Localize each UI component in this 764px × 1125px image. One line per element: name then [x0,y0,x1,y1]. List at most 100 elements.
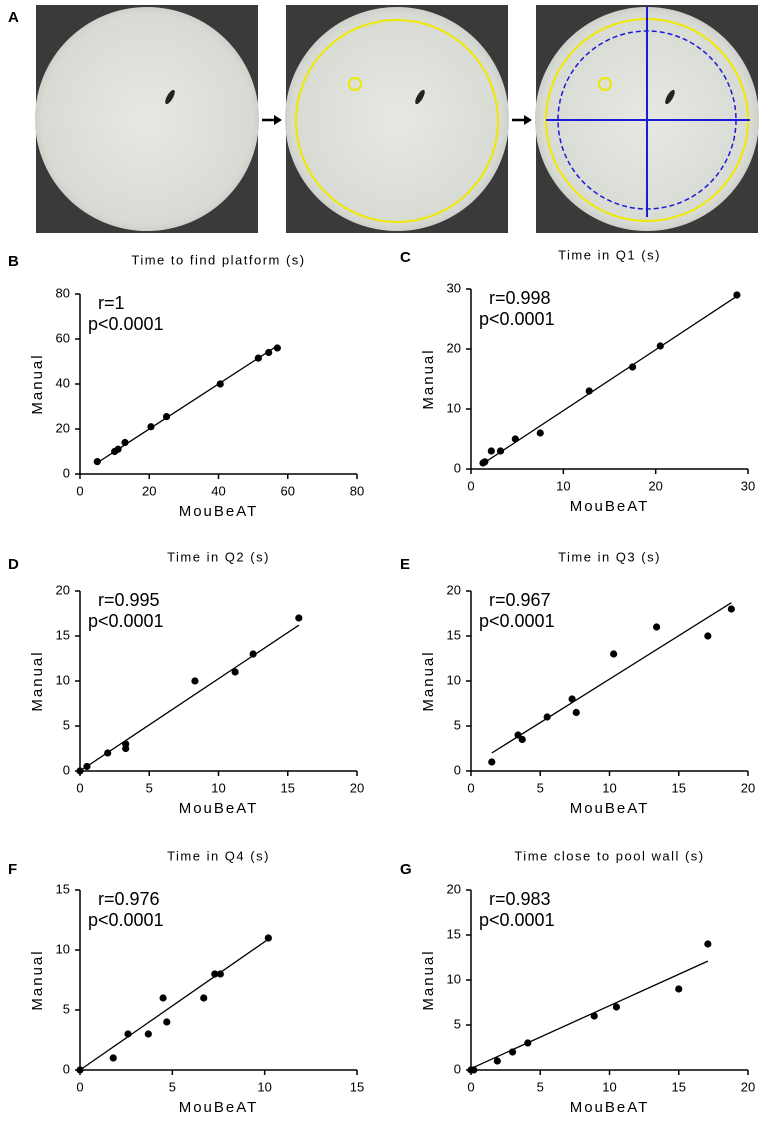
annotation: p<0.0001 [479,309,555,329]
data-point [231,668,239,676]
y-tick-label: 20 [447,582,461,597]
data-point [191,677,199,685]
y-tick-label: 15 [56,627,70,642]
chart-title: Time in Q2 (s) [167,549,270,564]
y-tick-label: 15 [447,926,461,941]
annotation: r=0.998 [489,288,551,308]
y-tick-label: 5 [63,717,70,732]
data-point [159,994,167,1002]
y-tick-label: 0 [63,1061,70,1076]
x-tick-label: 80 [350,483,364,498]
annotation: p<0.0001 [88,314,164,334]
x-tick-label: 15 [281,780,295,795]
panel-label: C [400,249,411,266]
annotation: p<0.0001 [479,910,555,930]
data-point [93,458,101,466]
x-axis-label: MouBeAT [570,800,650,817]
y-tick-label: 20 [447,340,461,355]
y-axis-label: Manual [420,348,437,409]
x-tick-label: 5 [169,1079,176,1094]
x-tick-label: 10 [211,780,225,795]
y-tick-label: 0 [454,762,461,777]
arrow-head [524,115,532,125]
x-tick-label: 0 [76,483,83,498]
y-tick-label: 10 [447,400,461,415]
data-point [249,650,257,658]
data-point [585,387,593,395]
panel-label: D [8,556,19,573]
data-point [704,940,712,948]
x-axis-label: MouBeAT [570,498,650,515]
y-tick-label: 10 [56,941,70,956]
x-tick-label: 60 [281,483,295,498]
y-tick-label: 20 [447,881,461,896]
data-point [524,1039,532,1047]
data-point [295,614,303,622]
y-tick-label: 0 [454,460,461,475]
data-point [543,713,551,721]
annotation: r=0.967 [489,590,551,610]
data-point [144,1030,152,1038]
x-tick-label: 20 [648,478,662,493]
data-point [511,435,519,443]
panel-label: G [400,861,412,878]
data-point [114,445,122,453]
y-tick-label: 40 [56,375,70,390]
arrow-head [274,115,282,125]
x-tick-label: 0 [76,780,83,795]
panel-label: F [8,861,17,878]
data-point [590,1012,598,1020]
x-tick-label: 20 [741,1079,755,1094]
data-point [612,1003,621,1011]
y-axis-label: Manual [420,650,437,711]
y-tick-label: 80 [56,285,70,300]
data-point [628,363,637,371]
data-point [83,762,91,771]
x-axis-label: MouBeAT [570,1099,650,1116]
x-tick-label: 20 [741,780,755,795]
fit-line [481,295,738,465]
annotation: r=0.976 [98,889,160,909]
data-point [121,438,129,447]
data-point [493,1057,501,1065]
data-point [656,342,664,350]
y-tick-label: 20 [56,420,70,435]
data-point [216,970,224,978]
chart-title: Time in Q4 (s) [167,848,270,863]
data-point [265,348,273,357]
x-tick-label: 20 [142,483,156,498]
data-point [216,380,224,388]
x-tick-label: 0 [76,1079,83,1094]
y-tick-label: 20 [56,582,70,597]
data-point [487,447,495,455]
data-point [481,458,489,466]
y-tick-label: 15 [447,627,461,642]
y-tick-label: 15 [56,881,70,896]
x-tick-label: 0 [467,478,474,493]
y-axis-label: Manual [420,949,437,1010]
annotation: r=0.983 [489,889,551,909]
data-point [76,1066,84,1074]
chart-title: Time in Q1 (s) [558,247,661,262]
y-tick-label: 0 [63,762,70,777]
data-point [488,758,496,766]
y-axis-label: Manual [29,353,46,414]
x-tick-label: 5 [537,780,544,795]
y-tick-label: 5 [63,1001,70,1016]
y-tick-label: 5 [454,717,461,732]
panel-label: B [8,253,19,270]
panel-label: E [400,556,410,573]
x-tick-label: 10 [257,1079,271,1094]
y-tick-label: 10 [56,672,70,687]
data-point [104,749,112,757]
annotation: r=0.995 [98,590,160,610]
x-tick-label: 40 [211,483,225,498]
pool-image-detected [285,5,509,233]
x-tick-label: 5 [146,780,153,795]
chart-title: Time in Q3 (s) [558,549,661,564]
y-tick-label: 0 [454,1061,461,1076]
x-tick-label: 10 [602,780,616,795]
x-tick-label: 15 [672,1079,686,1094]
x-axis-label: MouBeAT [179,1099,259,1116]
data-point [518,735,526,744]
